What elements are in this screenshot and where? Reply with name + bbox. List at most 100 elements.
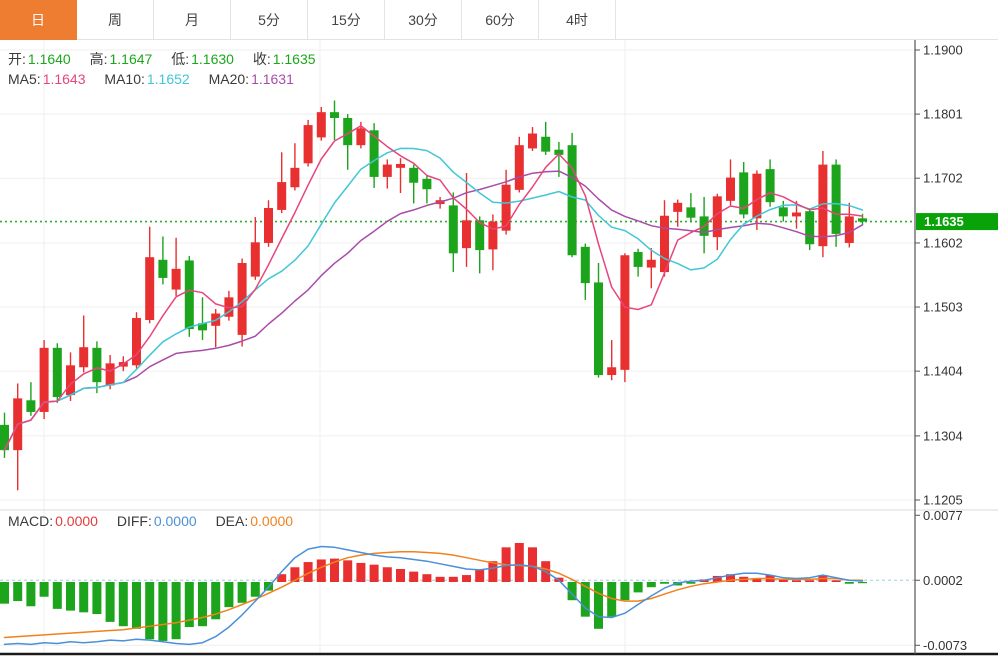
- macd-histogram-bar: [132, 582, 141, 629]
- candle-body: [818, 164, 828, 247]
- candle-body: [264, 207, 273, 243]
- macd-histogram-bar: [778, 579, 788, 582]
- candle-body: [330, 112, 339, 118]
- candle-body: [712, 196, 722, 238]
- candle-body: [105, 363, 115, 386]
- macd-histogram-bar: [26, 582, 36, 607]
- macd-histogram-bar: [686, 582, 696, 584]
- macd-histogram-bar: [514, 542, 524, 582]
- candle-body: [290, 167, 300, 188]
- macd-histogram-bar: [105, 582, 115, 622]
- price-axis-label: 1.1205: [923, 493, 963, 508]
- price-axis-label: 1.1801: [923, 107, 963, 122]
- macd-histogram-bar: [805, 580, 815, 582]
- candle-body: [528, 133, 537, 149]
- candle-body: [858, 218, 867, 222]
- candle-body: [475, 220, 485, 251]
- candle-body: [316, 112, 326, 138]
- tab-daily[interactable]: 日: [0, 0, 77, 40]
- candle-body: [79, 347, 89, 368]
- macd-histogram-bar: [66, 582, 75, 611]
- diff-line: [3, 545, 864, 646]
- candle-body: [184, 260, 194, 330]
- macd-histogram-bar: [211, 582, 221, 620]
- candle-body: [607, 367, 617, 376]
- macd-histogram-bar: [382, 567, 392, 582]
- macd-histogram-bar: [528, 547, 537, 582]
- macd-histogram-bar: [330, 558, 339, 582]
- macd-histogram-bar: [633, 582, 643, 593]
- dea-value-readout: DEA: 0.0000: [215, 513, 294, 529]
- ma10-readout: MA10: 1.1652: [104, 71, 190, 87]
- current-price-tag-label: 1.1635: [924, 214, 964, 229]
- candle-body: [726, 177, 735, 201]
- candle-body: [765, 169, 775, 203]
- candle-body: [633, 252, 643, 267]
- macd-histogram-bar: [660, 582, 669, 584]
- macd-histogram-bar: [475, 569, 485, 582]
- macd-histogram-bar: [13, 582, 23, 602]
- ma5-line: [3, 125, 864, 451]
- macd-histogram-bar: [567, 582, 577, 601]
- macd-axis-label: 0.0002: [923, 573, 963, 588]
- macd-histogram-bar: [52, 582, 62, 609]
- candle-body: [422, 178, 432, 190]
- price-axis-label: 1.1702: [923, 171, 963, 186]
- macd-histogram-bar: [712, 575, 722, 582]
- candle-body: [514, 145, 524, 190]
- macd-axis-label: -0.0073: [923, 638, 967, 653]
- ma5-readout: MA5: 1.1643: [8, 71, 86, 87]
- candle-body: [409, 167, 419, 183]
- candle-body: [501, 184, 511, 231]
- price-axis-label: 1.1900: [923, 43, 963, 58]
- macd-histogram-bar: [752, 578, 762, 582]
- tab-30min[interactable]: 30分: [385, 0, 462, 40]
- tab-5min[interactable]: 5分: [231, 0, 308, 40]
- candle-body: [39, 347, 49, 412]
- tab-monthly[interactable]: 月: [154, 0, 231, 40]
- diff-value-readout: DIFF: 0.0000: [116, 513, 197, 529]
- macd-histogram-bar: [118, 582, 128, 627]
- macd-histogram-bar: [396, 568, 405, 582]
- macd-histogram-bar: [303, 562, 313, 582]
- candle-body: [158, 259, 168, 278]
- macd-histogram-bar: [237, 582, 247, 603]
- macd-histogram-bar: [726, 574, 735, 582]
- ma10-line: [3, 147, 864, 451]
- timeframe-tabbar: 日 周 月 5分 15分 30分 60分 4时: [0, 0, 998, 40]
- candle-body: [237, 263, 247, 335]
- price-axis-label: 1.1304: [923, 428, 963, 443]
- candle-body: [303, 125, 313, 164]
- candle-body: [382, 164, 392, 177]
- macd-histogram-bar: [343, 560, 353, 582]
- candle-body: [620, 255, 630, 370]
- candle-body: [0, 424, 9, 451]
- macd-histogram-bar: [858, 582, 867, 584]
- candle-body: [805, 211, 815, 245]
- macd-histogram-bar: [488, 561, 498, 582]
- tab-15min[interactable]: 15分: [308, 0, 385, 40]
- tab-weekly[interactable]: 周: [77, 0, 154, 40]
- macd-histogram-bar: [448, 576, 458, 582]
- macd-value-readout: MACD: 0.0000: [8, 513, 98, 529]
- macd-histogram-bar: [224, 582, 234, 608]
- candle-body: [250, 242, 260, 277]
- candle-body: [145, 257, 155, 320]
- macd-histogram-bar: [673, 582, 683, 586]
- macd-histogram-bar: [646, 582, 656, 588]
- candle-body: [66, 365, 75, 396]
- tab-60min[interactable]: 60分: [462, 0, 539, 40]
- candle-body: [580, 246, 590, 284]
- price-axis-label: 1.1602: [923, 235, 963, 250]
- candle-body: [369, 130, 379, 177]
- macd-histogram-bar: [369, 564, 379, 582]
- candle-body: [92, 347, 102, 383]
- candle-body: [673, 202, 683, 212]
- macd-histogram-bar: [250, 582, 260, 597]
- candle-body: [462, 220, 471, 249]
- candle-body: [554, 149, 564, 155]
- macd-histogram-bar: [277, 574, 287, 582]
- tab-4hour[interactable]: 4时: [539, 0, 616, 40]
